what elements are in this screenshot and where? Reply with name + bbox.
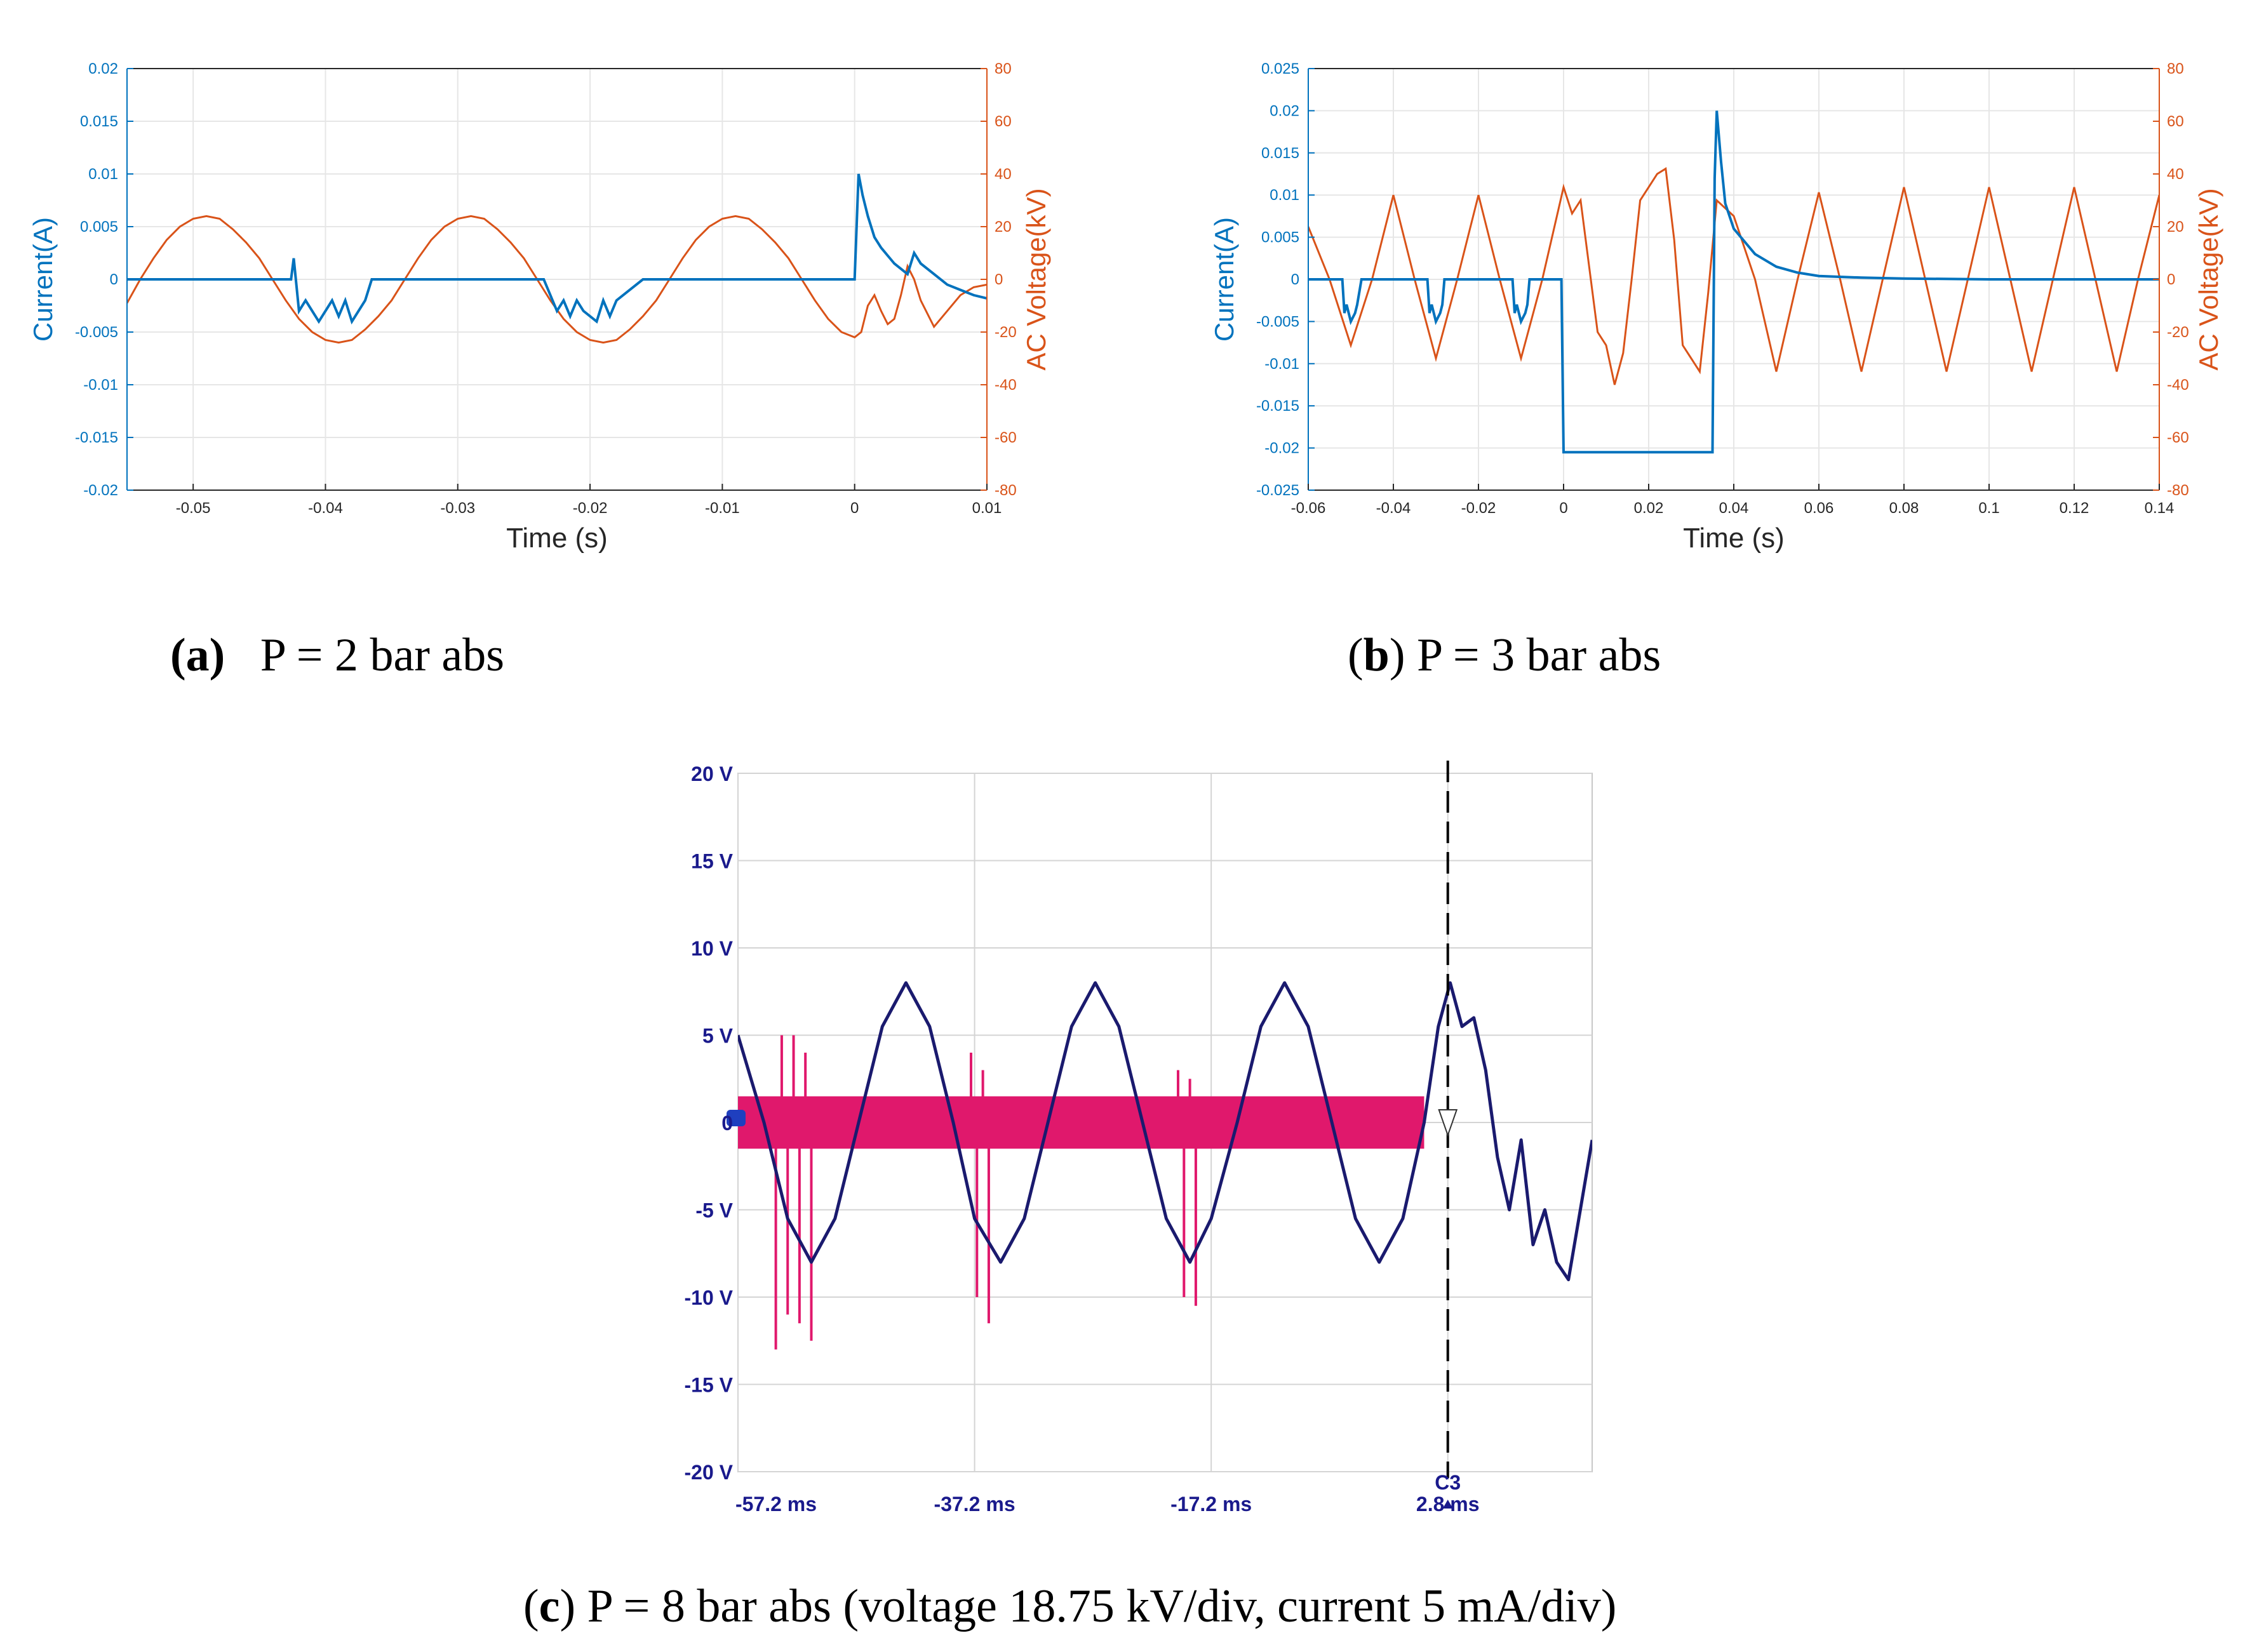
- y-right-tick-label: -20: [995, 324, 1017, 341]
- x-tick-label: -0.04: [308, 500, 343, 517]
- voltage-series-line: [1308, 167, 2159, 385]
- y-right-tick-label: 20: [2167, 218, 2184, 236]
- y-right-tick-label: 60: [995, 113, 1012, 130]
- caption-a-label: (a): [170, 629, 225, 681]
- x-tick-label: -57.2 ms: [735, 1493, 817, 1515]
- chart-panel-b: -0.06 -0.04 -0.02 0 0.02 0.04 0.06 0.08 0.1 0.12 0…: [1209, 60, 2223, 554]
- y-left-axis-label: Current(A): [28, 217, 58, 342]
- y-left-tick-label: -0.015: [75, 429, 118, 446]
- y-right-tick-label: 0: [995, 271, 1003, 288]
- y-right-tick-label: -80: [995, 482, 1017, 499]
- y-right-tick-label: 0: [2167, 271, 2175, 288]
- chart-panel-a: -0.05 -0.04 -0.03 -0.02 -0.01 0 0.01 0.02 0.015 0…: [28, 60, 1051, 554]
- y-left-tick-label: -0.02: [1264, 440, 1299, 457]
- x-tick-label: -37.2 ms: [934, 1493, 1015, 1515]
- cursor-arrow-icon: [1442, 1500, 1453, 1509]
- trigger-marker: [1438, 1109, 1458, 1138]
- x-tick-label: -0.02: [1461, 500, 1496, 517]
- y-right-tick-label: -60: [2167, 429, 2189, 446]
- current-series-line: [127, 173, 987, 325]
- y-right-tick-label: -20: [2167, 324, 2189, 341]
- y-left-tick-label: 0: [110, 271, 118, 288]
- y-right-tick-label: -40: [995, 376, 1017, 394]
- y-left-tick-label: -0.005: [75, 324, 118, 341]
- current-noise-band: [738, 1096, 1424, 1149]
- caption-c-label: c: [539, 1580, 560, 1632]
- x-tick-label: 0: [1559, 500, 1567, 517]
- y-tick-label: -5 V: [695, 1199, 733, 1222]
- y-left-tick-label: -0.02: [83, 482, 118, 499]
- caption-a-text: P = 2 bar abs: [260, 629, 505, 681]
- y-tick-label: 15 V: [691, 850, 733, 873]
- chart-panel-c: C3 20 V 15 V 10 V 5 V 0 -5 V -10 V -15 V -20 V-57…: [685, 761, 1593, 1515]
- x-tick-label: 0.06: [1804, 500, 1834, 517]
- y-left-tick-label: 0.005: [1261, 229, 1299, 246]
- y-left-tick-label: -0.005: [1256, 313, 1299, 330]
- x-tick-label: -0.01: [705, 500, 740, 517]
- y-tick-label: 5 V: [702, 1025, 734, 1048]
- y-right-tick-label: 60: [2167, 113, 2184, 130]
- x-tick-label: -0.04: [1376, 500, 1411, 517]
- y-right-tick-label: -60: [995, 429, 1017, 446]
- y-left-tick-label: -0.015: [1256, 397, 1299, 415]
- y-left-tick-label: 0.01: [1270, 187, 1299, 204]
- y-left-tick-label: -0.01: [1264, 356, 1299, 373]
- y-right-tick-label: -80: [2167, 482, 2189, 499]
- caption-b: (b) P = 3 bar abs: [1348, 629, 1661, 681]
- y-left-tick-label: -0.025: [1256, 482, 1299, 499]
- x-tick-label: 0.02: [1634, 500, 1664, 517]
- y-tick-label: 0: [721, 1112, 733, 1135]
- caption-a: (a) P = 2 bar abs: [170, 629, 504, 683]
- y-left-tick-label: 0.005: [80, 218, 118, 236]
- y-right-tick-label: 20: [995, 218, 1012, 236]
- y-left-tick-label: 0.015: [80, 113, 118, 130]
- x-tick-label: -0.05: [176, 500, 211, 517]
- x-tick-label: -0.02: [573, 500, 608, 517]
- y-tick-label: 10 V: [691, 937, 733, 960]
- y-left-tick-label: -0.01: [83, 376, 118, 394]
- y-left-tick-label: 0.025: [1261, 60, 1299, 77]
- y-right-axis-label: AC Voltage(kV): [2194, 188, 2223, 370]
- x-tick-label: 0.04: [1719, 500, 1749, 517]
- y-right-tick-label: 40: [995, 166, 1012, 183]
- y-left-tick-label: 0.02: [1270, 102, 1299, 119]
- caption-b-label: b: [1363, 629, 1390, 681]
- x-tick-label: 0.1: [1978, 500, 1999, 517]
- y-left-tick-label: 0.02: [88, 60, 118, 77]
- x-tick-label: 0.14: [2145, 500, 2175, 517]
- y-tick-label: -20 V: [685, 1461, 734, 1484]
- y-tick-label: -15 V: [685, 1374, 734, 1397]
- y-left-tick-label: 0.015: [1261, 145, 1299, 162]
- caption-c-text: P = 8 bar abs (voltage 18.75 kV/div, cur…: [587, 1580, 1617, 1632]
- x-axis-label: Time (s): [506, 523, 608, 554]
- x-tick-label: -0.06: [1291, 500, 1326, 517]
- y-right-tick-label: -40: [2167, 376, 2189, 394]
- y-right-tick-label: 80: [2167, 60, 2184, 77]
- voltage-trace: [738, 981, 1592, 1281]
- x-tick-label: 0.01: [972, 500, 1002, 517]
- cursor-c3-label: C3: [1435, 1471, 1461, 1494]
- y-tick-label: 20 V: [691, 763, 733, 785]
- y-right-axis-label: AC Voltage(kV): [1021, 188, 1051, 370]
- x-tick-label: -0.03: [440, 500, 475, 517]
- current-series-line: [1308, 110, 2159, 454]
- x-tick-label: -17.2 ms: [1170, 1493, 1252, 1515]
- y-right-tick-label: 80: [995, 60, 1012, 77]
- x-tick-label: 0.08: [1889, 500, 1919, 517]
- y-left-tick-label: 0: [1291, 271, 1299, 288]
- channel-marker-icon: [727, 1110, 746, 1126]
- y-left-axis-label: Current(A): [1209, 217, 1239, 342]
- x-tick-label: 0.12: [2060, 500, 2089, 517]
- x-tick-label: 0: [850, 500, 859, 517]
- x-tick-label: 2.8 ms: [1416, 1493, 1480, 1515]
- y-left-tick-label: 0.01: [88, 166, 118, 183]
- y-right-tick-label: 40: [2167, 166, 2184, 183]
- voltage-series-line: [127, 215, 987, 344]
- caption-c: (c) P = 8 bar abs (voltage 18.75 kV/div,…: [523, 1580, 1617, 1632]
- caption-b-text: P = 3 bar abs: [1416, 629, 1661, 681]
- x-axis-label: Time (s): [1683, 523, 1785, 554]
- y-tick-label: -10 V: [685, 1286, 734, 1309]
